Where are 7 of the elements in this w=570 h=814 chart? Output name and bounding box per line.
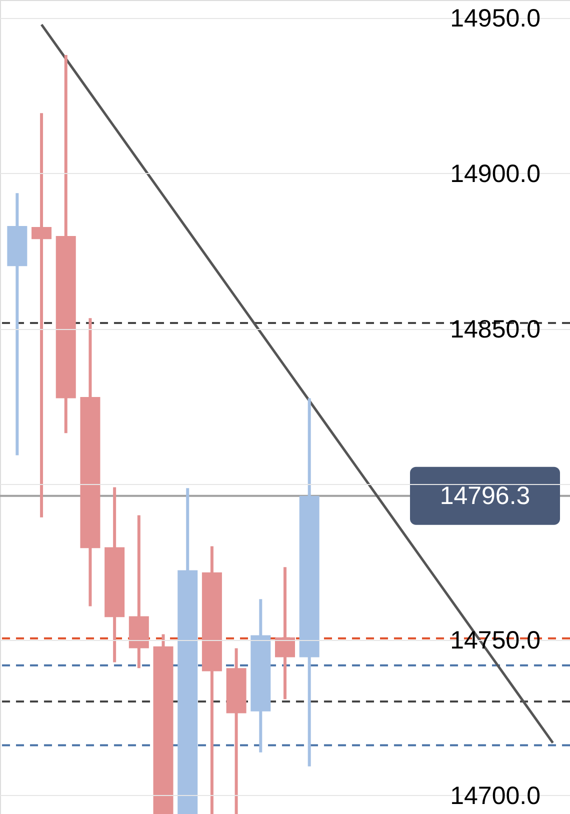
y-tick-label: 14950.0 — [450, 4, 540, 33]
y-tick-label: 14850.0 — [450, 315, 540, 344]
y-tick-label: 14900.0 — [450, 160, 540, 188]
ref-line-label: 14796.3 — [440, 482, 530, 510]
candlestick — [32, 113, 52, 518]
y-tick-label: 14700.0 — [450, 782, 540, 810]
candlestick — [275, 567, 295, 700]
